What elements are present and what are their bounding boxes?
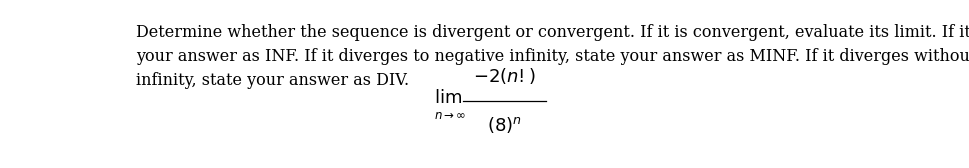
Text: $(8)^{n}$: $(8)^{n}$	[486, 115, 521, 135]
Text: Determine whether the sequence is divergent or convergent. If it is convergent, : Determine whether the sequence is diverg…	[136, 24, 969, 89]
Text: $n\to\infty$: $n\to\infty$	[433, 109, 465, 122]
Text: $\mathrm{lim}$: $\mathrm{lim}$	[434, 89, 462, 107]
Text: $-2(n!)$: $-2(n!)$	[473, 66, 536, 86]
